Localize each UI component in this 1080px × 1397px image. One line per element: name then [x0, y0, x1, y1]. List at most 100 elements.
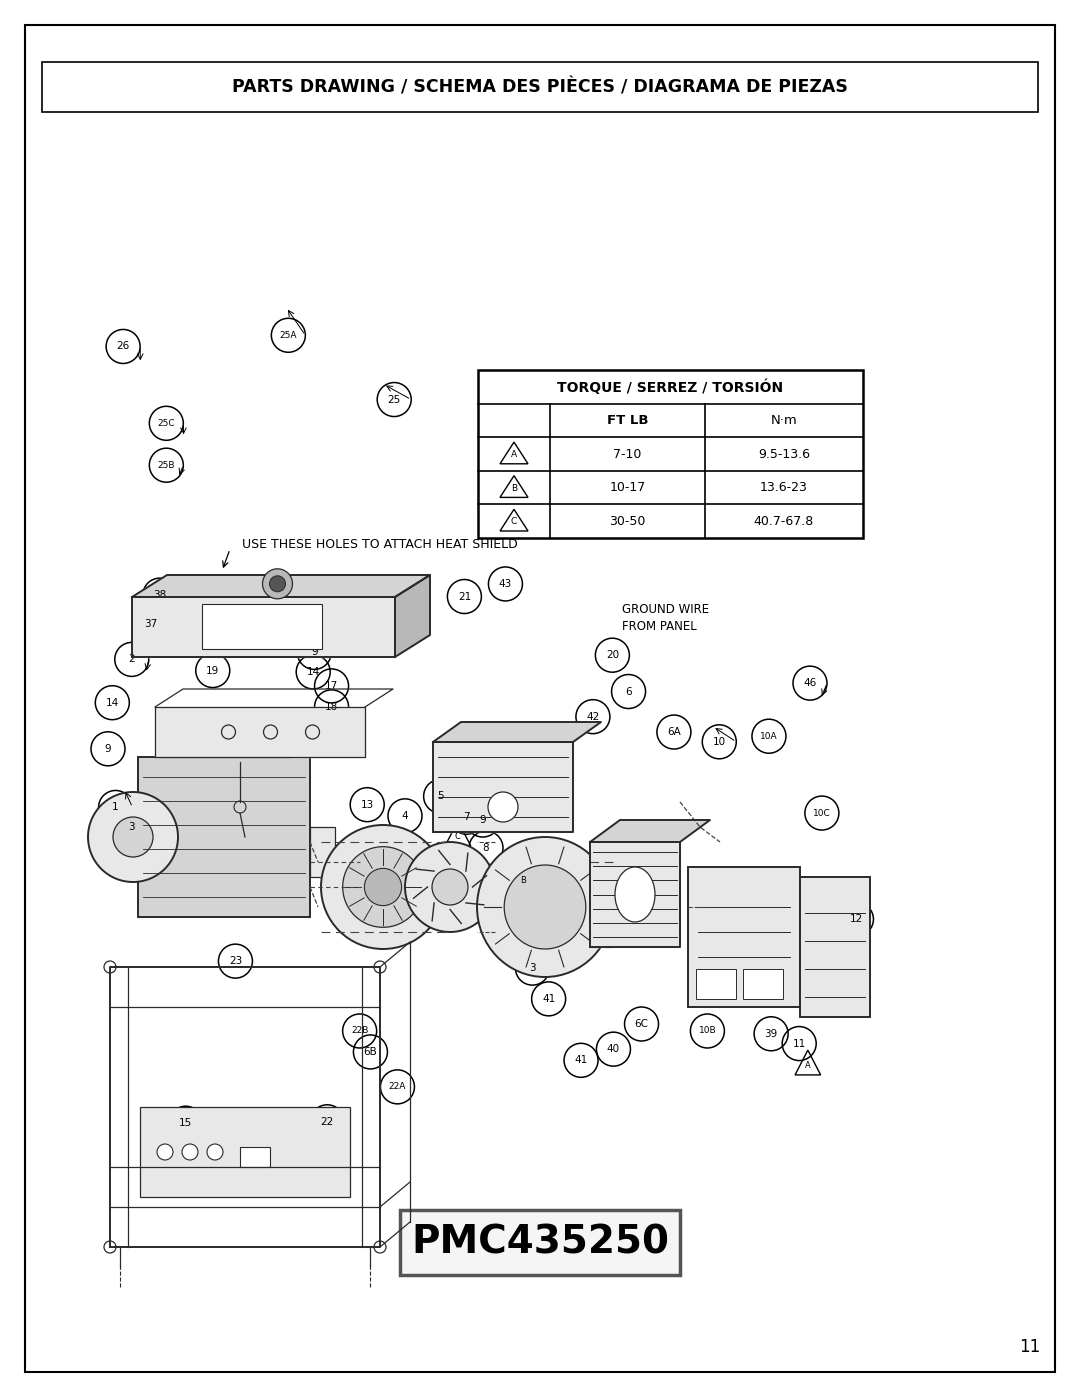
Text: 22B: 22B: [351, 1027, 368, 1035]
Text: 14: 14: [106, 697, 119, 708]
Text: 3: 3: [129, 821, 135, 833]
Circle shape: [87, 792, 178, 882]
Bar: [743, 970, 783, 999]
Text: 42: 42: [586, 711, 599, 722]
Text: 10-17: 10-17: [609, 481, 646, 495]
Circle shape: [207, 1144, 222, 1160]
Text: PMC435250: PMC435250: [411, 1222, 669, 1261]
Text: 9: 9: [311, 647, 318, 658]
Bar: [240, 1147, 270, 1166]
Text: 43: 43: [499, 578, 512, 590]
Text: 21: 21: [458, 591, 471, 602]
Text: 9: 9: [480, 814, 486, 826]
Text: FT LB: FT LB: [607, 414, 648, 427]
Polygon shape: [590, 820, 710, 842]
Bar: [310, 827, 335, 877]
Text: 40.7-67.8: 40.7-67.8: [754, 514, 814, 528]
Text: 4: 4: [402, 810, 408, 821]
Bar: [400, 1210, 680, 1274]
Text: 22: 22: [321, 1116, 334, 1127]
Text: 9.5-13.6: 9.5-13.6: [758, 447, 810, 461]
Circle shape: [321, 826, 445, 949]
Text: 6: 6: [625, 686, 632, 697]
Text: 15: 15: [179, 1118, 192, 1129]
Circle shape: [342, 847, 423, 928]
Polygon shape: [590, 842, 680, 947]
Bar: [140, 1106, 350, 1197]
Bar: [202, 604, 322, 650]
Text: 9: 9: [105, 743, 111, 754]
Text: B: B: [511, 483, 517, 493]
Text: 10B: 10B: [699, 1027, 716, 1035]
Text: 39: 39: [765, 1028, 778, 1039]
Bar: [138, 757, 310, 916]
Ellipse shape: [504, 865, 585, 949]
Circle shape: [432, 869, 468, 905]
Bar: [688, 868, 800, 1007]
Text: 41: 41: [542, 993, 555, 1004]
Text: 40: 40: [607, 1044, 620, 1055]
Text: 22A: 22A: [389, 1083, 406, 1091]
Text: USE THESE HOLES TO ATTACH HEAT SHIELD: USE THESE HOLES TO ATTACH HEAT SHIELD: [242, 538, 517, 552]
Ellipse shape: [477, 837, 613, 977]
Circle shape: [488, 792, 518, 821]
Polygon shape: [132, 576, 430, 597]
Polygon shape: [433, 722, 600, 742]
Circle shape: [183, 1144, 198, 1160]
Text: C: C: [455, 831, 461, 841]
Text: 25B: 25B: [158, 461, 175, 469]
Text: B: B: [519, 876, 526, 886]
Text: 46: 46: [804, 678, 816, 689]
Circle shape: [270, 576, 285, 592]
Bar: [158, 717, 291, 757]
Text: 30-50: 30-50: [609, 514, 646, 528]
Circle shape: [113, 817, 153, 856]
Text: 25A: 25A: [280, 331, 297, 339]
Text: 13.6-23: 13.6-23: [760, 481, 808, 495]
Text: 5: 5: [437, 791, 444, 802]
Text: 12: 12: [850, 914, 863, 925]
Bar: [800, 877, 870, 1017]
Text: 6A: 6A: [667, 726, 680, 738]
Text: A: A: [511, 450, 517, 460]
Text: N·m: N·m: [771, 414, 797, 427]
Text: 8: 8: [483, 842, 489, 854]
Text: 10A: 10A: [760, 732, 778, 740]
Polygon shape: [433, 742, 573, 833]
Bar: [42, 61, 1038, 112]
Text: 1: 1: [112, 802, 119, 813]
Polygon shape: [395, 576, 430, 657]
Text: 23: 23: [229, 956, 242, 967]
Text: 19: 19: [206, 665, 219, 676]
Text: C: C: [511, 517, 517, 527]
Text: 3: 3: [529, 963, 536, 974]
Text: 18: 18: [325, 701, 338, 712]
Text: 17: 17: [325, 680, 338, 692]
Text: 7-10: 7-10: [613, 447, 642, 461]
Circle shape: [364, 869, 402, 905]
Text: 25: 25: [388, 394, 401, 405]
Text: 10: 10: [713, 736, 726, 747]
Text: 41: 41: [575, 1055, 588, 1066]
Text: PARTS DRAWING / SCHEMA DES PIÈCES / DIAGRAMA DE PIEZAS: PARTS DRAWING / SCHEMA DES PIÈCES / DIAG…: [232, 78, 848, 96]
Text: 2: 2: [129, 654, 135, 665]
Text: 38: 38: [153, 590, 166, 601]
Text: 26: 26: [117, 341, 130, 352]
Ellipse shape: [615, 868, 654, 922]
Text: 10C: 10C: [813, 809, 831, 817]
Polygon shape: [132, 597, 395, 657]
Text: 20: 20: [606, 650, 619, 661]
Text: 25C: 25C: [158, 419, 175, 427]
Text: 14: 14: [307, 666, 320, 678]
Text: GROUND WIRE
FROM PANEL: GROUND WIRE FROM PANEL: [622, 604, 710, 633]
Text: 13: 13: [361, 799, 374, 810]
Text: 6C: 6C: [635, 1018, 648, 1030]
Circle shape: [405, 842, 495, 932]
Text: 7: 7: [463, 812, 470, 823]
Bar: [478, 370, 863, 538]
Text: 11: 11: [793, 1038, 806, 1049]
Text: A: A: [805, 1060, 811, 1070]
Polygon shape: [156, 707, 365, 757]
Text: 24: 24: [299, 609, 312, 620]
Circle shape: [157, 1144, 173, 1160]
